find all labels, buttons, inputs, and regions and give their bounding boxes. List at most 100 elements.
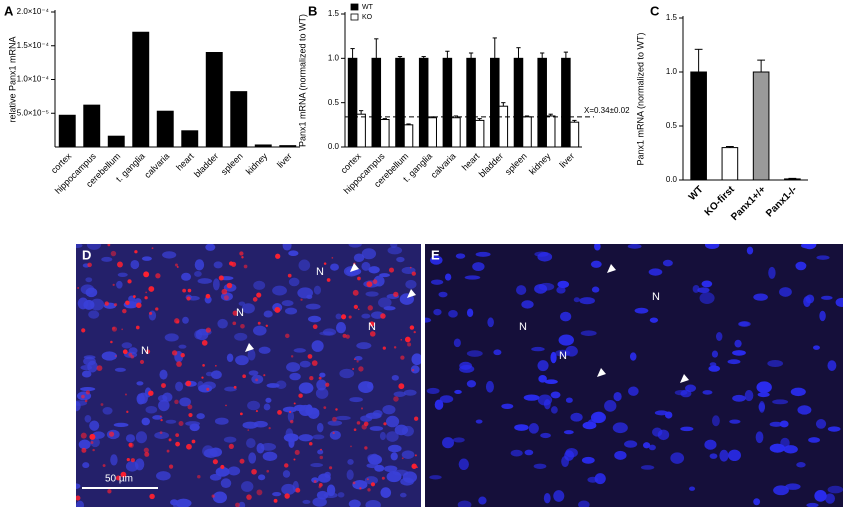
nucleus: [220, 478, 232, 489]
stain: [100, 403, 104, 406]
reference-label: X=0.34±0.02: [584, 106, 630, 115]
stain: [290, 355, 294, 358]
stain: [329, 466, 333, 470]
nucleus: [379, 273, 390, 278]
stain: [112, 283, 115, 286]
stain: [341, 314, 347, 320]
nucleus: [393, 391, 406, 397]
nucleus: [624, 440, 638, 448]
nucleus: [302, 499, 311, 504]
nucleus: [379, 431, 386, 441]
stain: [239, 412, 243, 416]
nucleus: [734, 339, 742, 348]
nucleus: [560, 311, 572, 322]
stain: [135, 325, 140, 330]
nucleus: [537, 394, 553, 406]
stain: [145, 291, 148, 294]
nucleus: [405, 279, 417, 289]
stain: [393, 396, 399, 402]
nucleus: [262, 451, 278, 462]
nucleus: [543, 493, 551, 504]
nucleus: [136, 381, 144, 386]
nucleus-label: N: [141, 345, 149, 357]
panel-label: C: [650, 3, 660, 18]
nucleus: [732, 350, 746, 356]
nucleus: [353, 253, 365, 263]
nucleus: [354, 356, 363, 361]
x-tick-label: calvaria: [142, 151, 171, 180]
stain: [319, 455, 324, 460]
nucleus: [634, 307, 649, 314]
stain: [366, 281, 373, 288]
bar: [498, 105, 509, 148]
nucleus: [336, 322, 347, 334]
nucleus: [727, 359, 741, 365]
stain: [115, 475, 121, 481]
stain: [313, 480, 317, 484]
y-tick-label: 0.0: [666, 175, 678, 184]
stain: [191, 439, 196, 444]
nucleus: [205, 244, 216, 251]
stain: [128, 442, 134, 448]
x-tick-label: Panx1+/+: [729, 184, 768, 223]
stain: [186, 443, 192, 450]
bar: [474, 119, 485, 148]
nucleus: [709, 362, 717, 367]
stain: [404, 336, 411, 343]
nucleus: [401, 450, 415, 459]
nucleus: [352, 480, 368, 490]
stain: [367, 488, 371, 492]
stain: [352, 367, 355, 370]
micrograph: [425, 244, 843, 507]
stain: [309, 375, 314, 381]
stain: [285, 333, 290, 339]
stain: [242, 374, 246, 379]
stain: [96, 365, 103, 372]
stain: [124, 393, 127, 396]
stain: [187, 288, 192, 293]
stain: [325, 382, 330, 387]
panel-label: B: [308, 3, 317, 18]
nucleus: [528, 423, 539, 434]
stain: [256, 489, 263, 496]
nucleus: [767, 360, 784, 368]
stain: [220, 464, 225, 470]
nucleus: [662, 259, 673, 267]
nucleus: [282, 406, 297, 413]
nucleus: [711, 350, 719, 358]
nucleus: [485, 380, 494, 393]
stain: [87, 262, 92, 268]
nucleus: [649, 317, 659, 323]
panel-label: E: [431, 247, 440, 262]
nucleus: [728, 449, 741, 462]
stain: [353, 304, 359, 310]
nucleus: [628, 386, 639, 396]
nucleus: [401, 266, 416, 274]
stain: [223, 295, 229, 301]
stain: [243, 264, 248, 269]
stain: [85, 390, 90, 395]
nucleus: [772, 399, 789, 405]
nucleus: [648, 268, 663, 276]
nucleus: [590, 260, 602, 268]
nucleus: [227, 466, 241, 476]
nucleus: [521, 300, 534, 309]
nucleus: [753, 498, 761, 506]
stain: [352, 289, 359, 296]
nucleus: [306, 294, 313, 300]
nucleus: [516, 285, 527, 295]
nucleus: [719, 449, 729, 462]
nucleus: [234, 332, 248, 341]
stain: [357, 276, 361, 281]
stain: [360, 407, 364, 410]
nucleus: [591, 286, 600, 293]
nucleus: [187, 295, 200, 301]
bar: [561, 57, 571, 148]
stain: [251, 468, 257, 475]
nucleus: [779, 420, 789, 428]
stain: [401, 457, 404, 460]
nucleus: [339, 368, 355, 379]
nucleus: [768, 266, 776, 279]
stain: [81, 447, 87, 453]
nucleus: [299, 360, 311, 368]
